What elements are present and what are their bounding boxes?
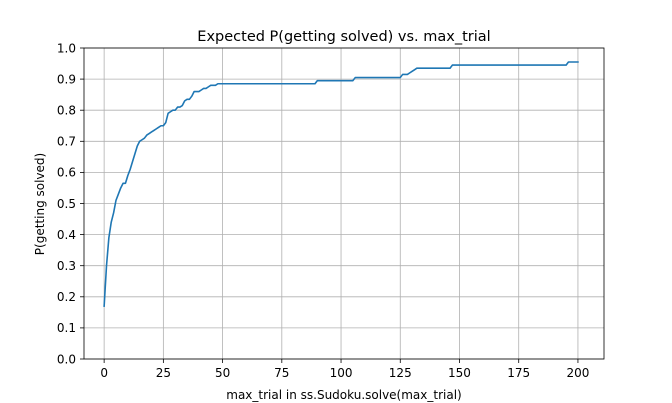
- x-tick-label: 125: [389, 366, 412, 380]
- x-tick-label: 100: [330, 366, 353, 380]
- x-tick-label: 50: [215, 366, 230, 380]
- x-axis-label: max_trial in ss.Sudoku.solve(max_trial): [226, 388, 461, 402]
- plot-frame: [83, 47, 605, 360]
- y-tick-label: 0.7: [57, 135, 76, 149]
- x-tick-label: 175: [507, 366, 530, 380]
- y-tick-label: 0.3: [57, 259, 76, 273]
- y-tick-label: 0.0: [57, 352, 76, 366]
- x-tick-label: 75: [274, 366, 289, 380]
- y-tick-label: 0.6: [57, 166, 76, 180]
- y-tick-label: 0.1: [57, 321, 76, 335]
- y-tick-label: 0.8: [57, 104, 76, 118]
- y-tick-label: 0.9: [57, 72, 76, 86]
- axis-ticks: 0 25 50 75 100 125 150 175 200 0.0 0.1 0.2 0.3 0.4 0.5…: [57, 41, 589, 380]
- y-tick-label: 0.5: [57, 197, 76, 211]
- x-tick-label: 200: [566, 366, 589, 380]
- y-tick-label: 0.4: [57, 228, 76, 242]
- y-tick-label: 0.2: [57, 290, 76, 304]
- series-line: [103, 61, 579, 307]
- chart-title: Expected P(getting solved) vs. max_trial: [197, 29, 490, 45]
- series-layer: [103, 61, 579, 307]
- grid: [84, 47, 604, 360]
- y-axis-label: P(getting solved): [33, 153, 47, 255]
- x-tick-label: 150: [448, 366, 471, 380]
- x-tick-label: 0: [100, 366, 108, 380]
- x-tick-label: 25: [156, 366, 171, 380]
- y-tick-label: 1.0: [57, 41, 76, 55]
